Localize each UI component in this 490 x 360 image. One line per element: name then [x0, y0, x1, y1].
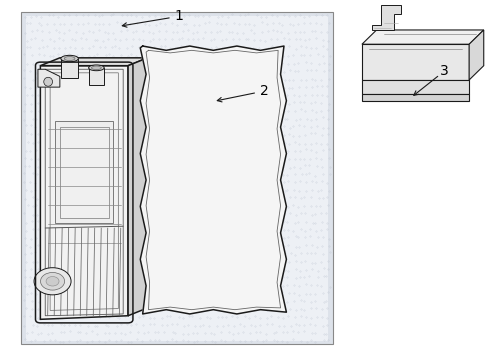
Polygon shape: [40, 58, 147, 66]
Circle shape: [46, 276, 59, 286]
Text: 3: 3: [441, 64, 449, 78]
Circle shape: [41, 273, 65, 290]
Ellipse shape: [89, 65, 104, 71]
Text: 1: 1: [175, 9, 184, 23]
Ellipse shape: [61, 55, 78, 62]
Polygon shape: [38, 69, 60, 87]
Polygon shape: [362, 30, 484, 44]
Polygon shape: [60, 127, 109, 218]
Polygon shape: [128, 58, 147, 316]
Polygon shape: [140, 46, 287, 314]
Bar: [21, 12, 333, 344]
Polygon shape: [469, 30, 484, 80]
Polygon shape: [40, 66, 128, 319]
Bar: [89, 68, 104, 85]
Polygon shape: [55, 121, 114, 223]
Polygon shape: [362, 94, 469, 102]
Text: 2: 2: [260, 84, 269, 98]
Bar: [26, 16, 328, 341]
Polygon shape: [372, 5, 401, 30]
Ellipse shape: [64, 57, 75, 60]
Ellipse shape: [92, 66, 101, 69]
Ellipse shape: [44, 77, 52, 86]
Circle shape: [34, 268, 71, 295]
Bar: [61, 59, 78, 78]
Polygon shape: [362, 80, 469, 94]
Polygon shape: [362, 44, 469, 80]
